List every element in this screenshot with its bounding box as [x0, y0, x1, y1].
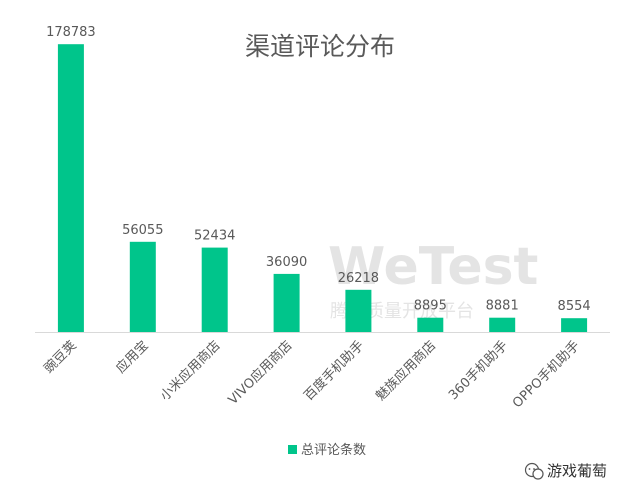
wechat-icon: [524, 462, 544, 480]
bar-2: [129, 241, 156, 332]
value-label-4: 36090: [266, 255, 307, 270]
bar-8: [561, 318, 588, 332]
category-label-7: 360手机助手: [446, 338, 511, 403]
category-labels-group: 豌豆荚 应用宝 小米应用商店 VIVO应用商店 百度手机助手 魅族应用商店 360手机助手O…: [41, 338, 583, 412]
legend-swatch: [288, 445, 297, 454]
value-label-2: 56055: [122, 223, 163, 238]
value-label-7: 8881: [486, 299, 519, 314]
value-label-8: 8554: [558, 299, 591, 314]
category-label-6: 魅族应用商店: [373, 338, 439, 404]
brand-account-name: 游戏葡萄: [547, 462, 607, 480]
category-label-2: 应用宝: [113, 338, 152, 377]
legend-label: 总评论条数: [301, 442, 366, 458]
category-label-4: VIVO应用商店: [225, 338, 295, 408]
bar-5: [345, 289, 372, 332]
value-label-1: 178783: [46, 25, 96, 40]
value-label-3: 52434: [194, 229, 235, 244]
bar-7: [489, 317, 516, 332]
bars-group: [57, 44, 588, 332]
value-label-5: 26218: [338, 271, 379, 286]
value-label-6: 8895: [414, 299, 447, 314]
bar-1: [57, 44, 84, 332]
category-label-3: 小米应用商店: [157, 338, 223, 404]
bar-6: [417, 317, 444, 332]
category-label-5: 百度手机助手: [301, 338, 367, 404]
category-label-8: OPPO手机助手: [510, 338, 583, 411]
bar-3: [201, 247, 228, 332]
bar-4: [273, 273, 300, 332]
watermark-primary: WeTest: [328, 237, 538, 297]
legend: 总评论条数: [288, 442, 366, 458]
brand-badge: 游戏葡萄: [524, 462, 607, 480]
category-label-1: 豌豆荚: [41, 338, 80, 377]
value-labels-group: 178783 56055 52434 36090 26218 8895 8881 8554: [46, 25, 591, 314]
chart-title: 渠道评论分布: [245, 32, 395, 61]
